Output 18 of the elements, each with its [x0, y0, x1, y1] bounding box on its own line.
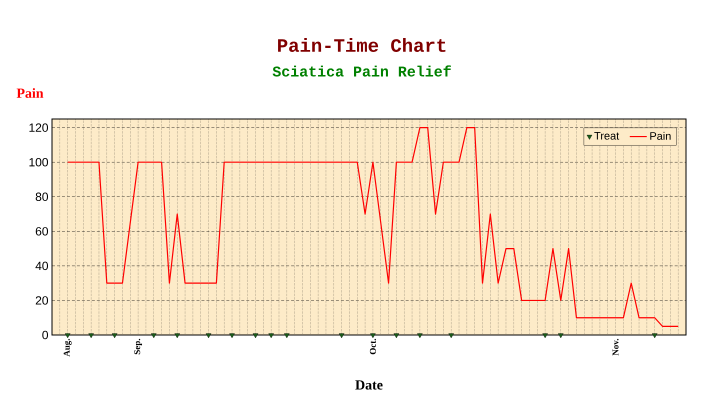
line-series [67, 127, 679, 327]
y-axis-title: Pain [16, 88, 44, 98]
y-tick-label: 80 [36, 192, 48, 201]
y-tick-label: 40 [35, 262, 48, 270]
x-tick-label: Nov. [612, 338, 619, 356]
y-tick-label: 0 [42, 330, 48, 340]
y-tick-label: 20 [36, 296, 48, 305]
y-tick-label: 120 [29, 123, 48, 132]
x-tick-label: Oct. [370, 338, 376, 354]
x-tick-label: Aug. [64, 338, 72, 357]
x-axis-title: Date [355, 380, 383, 390]
y-tick-label: 100 [29, 158, 48, 166]
legend-label: Treat [594, 132, 620, 140]
y-tick-label: 60 [36, 227, 48, 236]
legend-label: Pain [650, 132, 671, 140]
chart-subtitle: Sciatica Pain Relief [272, 65, 451, 77]
chart-title: Pain-Time Chart [278, 38, 446, 52]
x-tick-label: Sep. [134, 338, 142, 354]
